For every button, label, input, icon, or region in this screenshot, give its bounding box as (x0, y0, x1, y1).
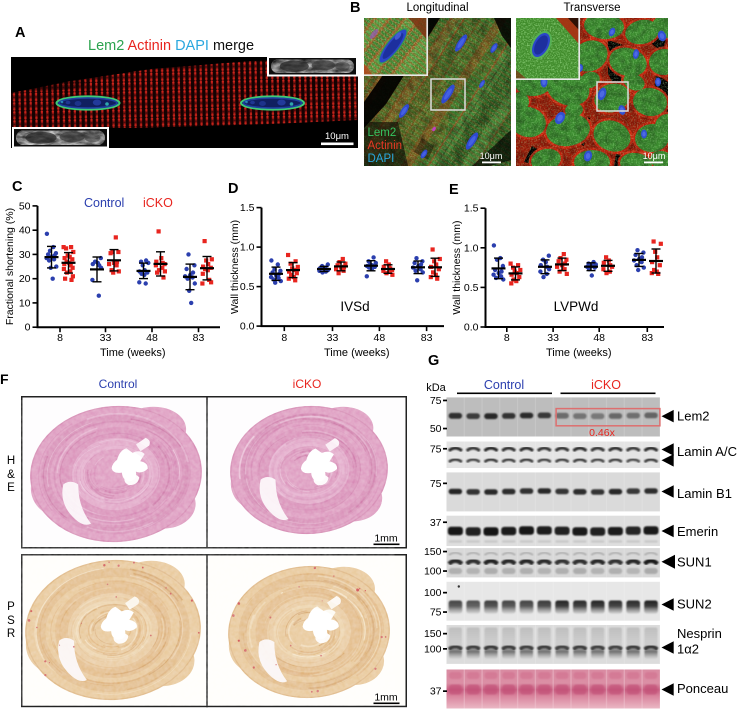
svg-text:10: 10 (19, 297, 31, 309)
svg-text:40: 40 (19, 225, 31, 237)
svg-text:Nesprin: Nesprin (677, 626, 722, 641)
svg-text:Time (weeks): Time (weeks) (100, 347, 166, 359)
svg-text:10μm: 10μm (480, 151, 503, 161)
svg-text:83: 83 (193, 332, 205, 344)
svg-text:SUN2: SUN2 (677, 597, 712, 612)
svg-text:8: 8 (281, 332, 287, 344)
svg-text:1mm: 1mm (374, 533, 398, 545)
svg-text:iCKO: iCKO (591, 378, 621, 392)
svg-text:8: 8 (504, 332, 510, 344)
svg-text:75: 75 (430, 443, 442, 455)
svg-text:37: 37 (430, 686, 442, 698)
svg-text:IVSd: IVSd (340, 299, 369, 314)
svg-text:kDa: kDa (426, 382, 446, 394)
svg-text:75: 75 (430, 607, 442, 619)
svg-text:10μm: 10μm (643, 151, 666, 161)
svg-text:0.0: 0.0 (464, 322, 479, 334)
svg-text:Fractional shortening (%): Fractional shortening (%) (4, 208, 16, 325)
svg-text:48: 48 (593, 332, 605, 344)
svg-text:48: 48 (374, 332, 386, 344)
svg-text:Lamin B1: Lamin B1 (677, 486, 732, 501)
svg-text:33: 33 (100, 332, 112, 344)
svg-text:Actinin: Actinin (368, 140, 403, 152)
svg-text:Time (weeks): Time (weeks) (324, 347, 390, 359)
svg-text:1α2: 1α2 (677, 641, 699, 656)
svg-text:LVPWd: LVPWd (554, 299, 599, 314)
svg-text:150: 150 (424, 628, 442, 640)
svg-text:8: 8 (57, 332, 63, 344)
svg-text:0.5: 0.5 (240, 281, 255, 293)
svg-text:1.0: 1.0 (464, 242, 479, 254)
svg-text:0.46x: 0.46x (589, 427, 615, 439)
svg-text:Ponceau: Ponceau (677, 681, 728, 696)
svg-text:Control: Control (84, 196, 124, 210)
svg-text:83: 83 (421, 332, 433, 344)
svg-text:0: 0 (25, 322, 31, 334)
svg-text:48: 48 (146, 332, 158, 344)
svg-text:Wall thickness (mm): Wall thickness (mm) (451, 221, 463, 315)
svg-text:20: 20 (19, 273, 31, 285)
svg-text:Wall thickness (mm): Wall thickness (mm) (229, 220, 241, 314)
svg-text:100: 100 (424, 643, 442, 655)
svg-text:DAPI: DAPI (368, 153, 395, 165)
svg-text:1.5: 1.5 (240, 202, 255, 214)
svg-text:1.5: 1.5 (464, 203, 479, 215)
svg-text:10μm: 10μm (325, 131, 349, 142)
svg-text:1.0: 1.0 (240, 242, 255, 254)
svg-text:Time (weeks): Time (weeks) (546, 347, 612, 359)
svg-text:50: 50 (430, 423, 442, 435)
svg-text:37: 37 (430, 517, 442, 529)
svg-text:Lem2: Lem2 (677, 408, 710, 423)
svg-text:75: 75 (430, 478, 442, 490)
svg-text:Lamin A/C: Lamin A/C (677, 444, 737, 459)
svg-text:1mm: 1mm (374, 692, 398, 704)
svg-text:100: 100 (424, 566, 442, 578)
svg-text:iCKO: iCKO (143, 196, 173, 210)
svg-text:Emerin: Emerin (677, 524, 718, 539)
svg-text:0.0: 0.0 (240, 321, 255, 333)
svg-text:83: 83 (641, 332, 653, 344)
svg-text:30: 30 (19, 249, 31, 261)
svg-text:100: 100 (424, 587, 442, 599)
svg-text:150: 150 (424, 546, 442, 558)
svg-text:33: 33 (547, 332, 559, 344)
svg-text:Control: Control (484, 378, 524, 392)
svg-text:50: 50 (19, 200, 31, 212)
svg-text:Lem2: Lem2 (368, 127, 397, 139)
svg-text:SUN1: SUN1 (677, 555, 712, 570)
svg-text:75: 75 (430, 395, 442, 407)
svg-text:0.5: 0.5 (464, 282, 479, 294)
svg-text:33: 33 (327, 332, 339, 344)
